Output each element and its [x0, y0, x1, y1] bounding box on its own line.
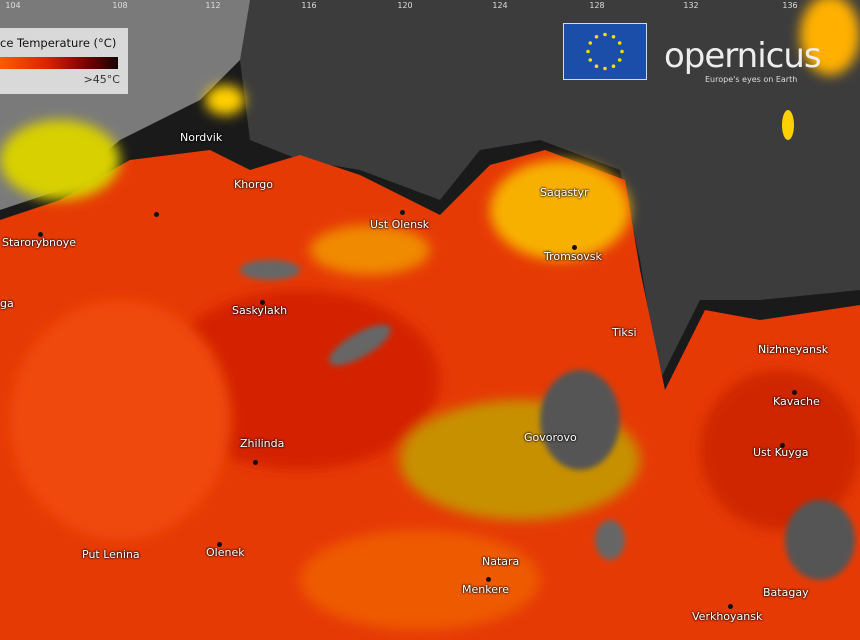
- eu-star: [588, 58, 593, 62]
- place-label: Khorgo: [234, 178, 273, 191]
- place-label: Olenek: [206, 546, 245, 559]
- place-label: Put Lenina: [82, 548, 140, 561]
- place-marker: [400, 210, 405, 215]
- place-marker: [217, 542, 222, 547]
- place-label: Verkhoyansk: [692, 610, 763, 623]
- place-label: Batagay: [763, 586, 809, 599]
- eu-star: [588, 41, 593, 45]
- place-label: Tiksi: [612, 326, 637, 339]
- tick-label: 104: [5, 1, 21, 10]
- eu-star: [617, 41, 622, 45]
- tick-label: 128: [589, 1, 605, 10]
- place-label: Tromsovsk: [544, 250, 602, 263]
- place-label: Kavache: [773, 395, 820, 408]
- place-label: Menkere: [462, 583, 510, 596]
- eu-star: [617, 58, 622, 62]
- tick-label: 108: [112, 1, 128, 10]
- legend-title: ce Temperature (°C): [0, 36, 117, 50]
- tick-label: 124: [492, 1, 508, 10]
- eu-star: [611, 34, 616, 39]
- eu-star: [586, 49, 590, 54]
- copernicus-wordmark: opernicus: [664, 36, 822, 76]
- eu-star: [611, 64, 616, 69]
- place-label: Saskylakh: [232, 304, 288, 317]
- island: [782, 110, 794, 140]
- tick-label: 116: [301, 1, 317, 10]
- place-label: Saqastyr: [540, 186, 589, 199]
- tick-label: 112: [205, 1, 221, 10]
- place-marker: [154, 212, 159, 217]
- place-marker: [253, 460, 258, 465]
- place-label: ga: [0, 297, 14, 310]
- place-label: Nizhneyansk: [758, 343, 829, 356]
- place-label: Nordvik: [180, 131, 223, 144]
- place-marker: [728, 604, 733, 609]
- place-marker: [486, 577, 491, 582]
- eu-star: [620, 49, 624, 54]
- eu-star: [594, 64, 599, 69]
- eu-star: [603, 66, 607, 71]
- legend-color-bar: [0, 57, 118, 69]
- copernicus-tagline: Europe's eyes on Earth: [705, 75, 798, 84]
- copernicus-logo: opernicus Europe's eyes on Earth: [650, 20, 822, 84]
- tick-label: 132: [683, 1, 699, 10]
- eu-stars-icon: [586, 32, 624, 71]
- place-label: Ust Kuyga: [753, 446, 809, 459]
- legend: ce Temperature (°C) >45°C: [0, 28, 128, 94]
- place-label: Ust Olensk: [370, 218, 430, 231]
- tick-label: 120: [397, 1, 413, 10]
- place-marker: [38, 232, 43, 237]
- place-marker: [792, 390, 797, 395]
- dark-patches: [240, 260, 855, 580]
- place-marker: [780, 443, 785, 448]
- eu-flag-logo: [563, 23, 647, 80]
- legend-max-label: >45°C: [83, 73, 120, 86]
- eu-star: [594, 34, 599, 39]
- place-marker: [572, 245, 577, 250]
- tick-label: 136: [782, 1, 798, 10]
- place-label: Zhilinda: [240, 437, 285, 450]
- eu-star: [603, 32, 607, 37]
- place-label: Starorybnoye: [2, 236, 77, 249]
- place-label: Natara: [482, 555, 520, 568]
- place-marker: [260, 300, 265, 305]
- place-label: Govorovo: [524, 431, 577, 444]
